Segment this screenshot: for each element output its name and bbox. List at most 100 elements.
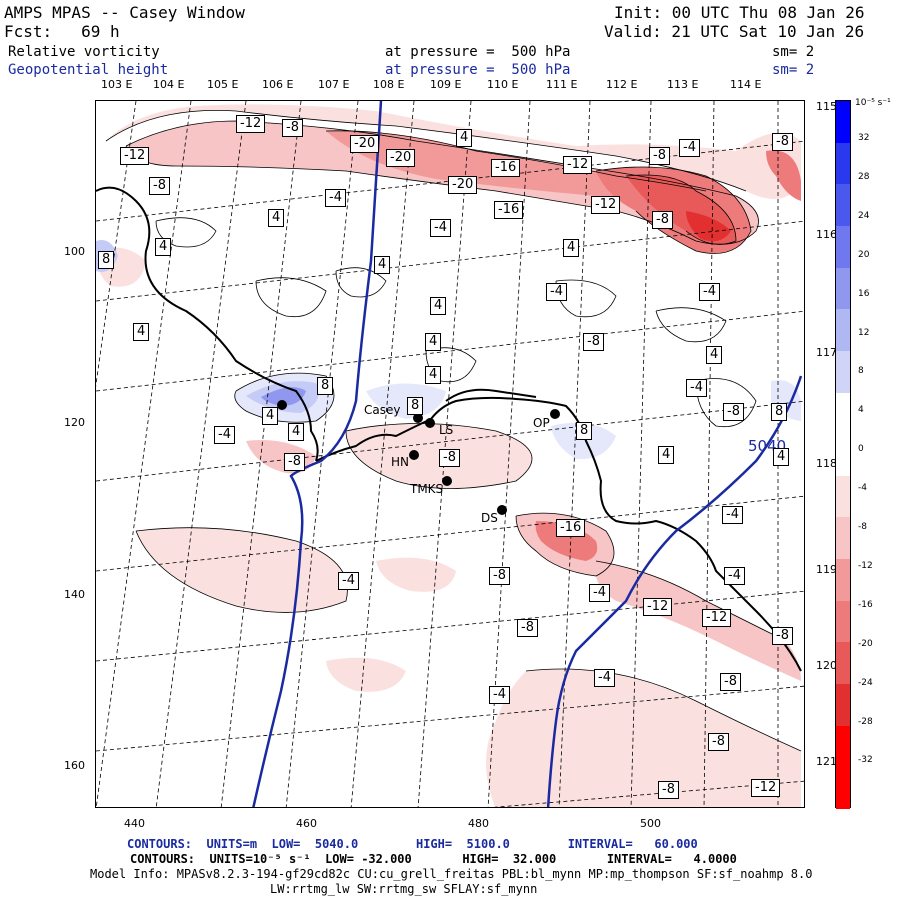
contour-value-label: 4 bbox=[430, 297, 447, 315]
colorbar-tick: -20 bbox=[858, 638, 873, 649]
model-info-physics: LW:rrtmg_lw SW:rrtmg_sw SFLAY:sf_mynn bbox=[270, 882, 538, 896]
colorbar-band bbox=[836, 600, 850, 643]
contour-value-label: 4 bbox=[773, 448, 790, 466]
contour-value-label: 8 bbox=[771, 403, 788, 421]
contour-value-label: -8 bbox=[517, 619, 538, 637]
station-markers bbox=[277, 400, 560, 515]
contour-value-label: -4 bbox=[325, 189, 346, 207]
contour-value-label: 4 bbox=[268, 209, 285, 227]
contour-value-label: -12 bbox=[236, 115, 266, 133]
lon-label-top: 113 E bbox=[667, 78, 699, 91]
lon-label-top: 109 E bbox=[430, 78, 462, 91]
lon-label-top: 105 E bbox=[207, 78, 239, 91]
station-label-tmks: TMKS bbox=[409, 482, 443, 496]
contour-value-label: -4 bbox=[722, 506, 743, 524]
contour-value-label: -8 bbox=[720, 673, 741, 691]
contour-value-label: -8 bbox=[772, 133, 793, 151]
colorbar-band bbox=[836, 767, 850, 810]
contour-value-label: 4 bbox=[658, 446, 675, 464]
lon-label-top: 103 E bbox=[101, 78, 133, 91]
colorbar-tick: 12 bbox=[858, 327, 870, 338]
negative-vorticity-shading bbox=[96, 104, 801, 807]
valid-time: Valid: 21 UTC Sat 10 Jan 26 bbox=[604, 22, 865, 41]
station-dot[interactable] bbox=[497, 505, 507, 515]
colorbar-tick: 32 bbox=[858, 133, 870, 143]
lon-label-top: 108 E bbox=[373, 78, 405, 91]
x-tick-label: 500 bbox=[640, 817, 661, 830]
contour-value-label: -8 bbox=[658, 781, 679, 799]
contour-value-label: -8 bbox=[652, 211, 673, 229]
contour-value-label: -4 bbox=[594, 669, 615, 687]
lon-label-top: 111 E bbox=[546, 78, 578, 91]
colorbar bbox=[835, 100, 851, 810]
contour-value-label: -12 bbox=[643, 598, 673, 616]
map-panel[interactable]: Casey LS OP HN TMKS DS 5040 -12 -8 -20 4 -20… bbox=[95, 100, 805, 808]
contours-height-info: CONTOURS: UNITS=m LOW= 5040.0 HIGH= 5100… bbox=[127, 837, 698, 851]
contour-value-label: -4 bbox=[724, 567, 745, 585]
init-time: Init: 00 UTC Thu 08 Jan 26 bbox=[614, 3, 865, 22]
contour-value-label: -4 bbox=[546, 283, 567, 301]
y-tick-label: 160 bbox=[64, 759, 85, 772]
colorbar-tick: -16 bbox=[858, 599, 873, 610]
colorbar-tick: -4 bbox=[858, 483, 867, 494]
colorbar-tick: 28 bbox=[858, 171, 870, 182]
x-tick-label: 480 bbox=[468, 817, 489, 830]
colorbar-band bbox=[836, 559, 850, 602]
contour-value-label: -20 bbox=[350, 135, 380, 153]
contours-vorticity-info: CONTOURS: UNITS=10⁻⁵ s⁻¹ LOW= -32.000 HI… bbox=[130, 852, 737, 866]
contour-value-label: 8 bbox=[98, 251, 115, 269]
coastline bbox=[96, 186, 802, 672]
station-label-op: OP bbox=[533, 416, 550, 430]
colorbar-tick: 20 bbox=[858, 249, 870, 260]
colorbar-tick: 24 bbox=[858, 210, 870, 221]
station-dot[interactable] bbox=[442, 476, 452, 486]
colorbar-band bbox=[836, 392, 850, 435]
contour-value-label: 4 bbox=[288, 423, 305, 441]
contour-value-label: -20 bbox=[386, 149, 416, 167]
contour-value-label: -4 bbox=[214, 426, 235, 444]
contour-value-label: 4 bbox=[262, 407, 279, 425]
field1-smoothing: sm= 2 bbox=[772, 44, 815, 60]
station-dot[interactable] bbox=[409, 450, 419, 460]
x-tick-label: 440 bbox=[124, 817, 145, 830]
contour-value-label: -8 bbox=[284, 453, 305, 471]
field2-name: Geopotential height bbox=[8, 62, 169, 78]
field1-pressure: at pressure = 500 hPa bbox=[385, 44, 571, 60]
contour-value-label: -8 bbox=[149, 177, 170, 195]
field2-pressure: at pressure = 500 hPa bbox=[385, 62, 571, 78]
contour-value-label: 4 bbox=[425, 366, 442, 384]
station-label-casey: Casey bbox=[364, 403, 400, 417]
contour-value-label: -12 bbox=[120, 147, 150, 165]
lon-label-top: 112 E bbox=[606, 78, 638, 91]
contour-value-label: -12 bbox=[591, 196, 621, 214]
contour-value-label: -8 bbox=[723, 403, 744, 421]
station-label-ls: LS bbox=[439, 423, 453, 437]
colorbar-tick: -32 bbox=[858, 755, 873, 766]
contour-value-label: -20 bbox=[448, 176, 478, 194]
contour-value-label: 4 bbox=[155, 238, 172, 256]
station-dot[interactable] bbox=[413, 413, 423, 423]
colorbar-band bbox=[836, 309, 850, 352]
contour-value-label: -8 bbox=[583, 333, 604, 351]
colorbar-tick: -12 bbox=[858, 560, 873, 571]
app-title: AMPS MPAS -- Casey Window bbox=[4, 3, 245, 22]
contour-value-label: -4 bbox=[686, 379, 707, 397]
positive-vorticity-shading bbox=[96, 240, 801, 460]
colorbar-band bbox=[836, 184, 850, 227]
station-dot[interactable] bbox=[425, 418, 435, 428]
lon-label-top: 107 E bbox=[318, 78, 350, 91]
station-label-ds: DS bbox=[481, 511, 498, 525]
contour-value-label: 4 bbox=[133, 323, 150, 341]
station-dot[interactable] bbox=[277, 400, 287, 410]
contour-value-label: 8 bbox=[317, 377, 334, 395]
forecast-hour: Fcst: 69 h bbox=[4, 22, 120, 41]
contour-value-label: -8 bbox=[708, 733, 729, 751]
contour-value-label: -8 bbox=[649, 147, 670, 165]
y-tick-label: 100 bbox=[64, 245, 85, 258]
model-info: Model Info: MPASv8.2.3-194-gf29cd82c CU:… bbox=[90, 867, 813, 881]
y-tick-label: 120 bbox=[64, 416, 85, 429]
x-tick-label: 460 bbox=[296, 817, 317, 830]
contour-value-label: -4 bbox=[679, 139, 700, 157]
station-dot[interactable] bbox=[550, 409, 560, 419]
station-label-hn: HN bbox=[391, 455, 409, 469]
